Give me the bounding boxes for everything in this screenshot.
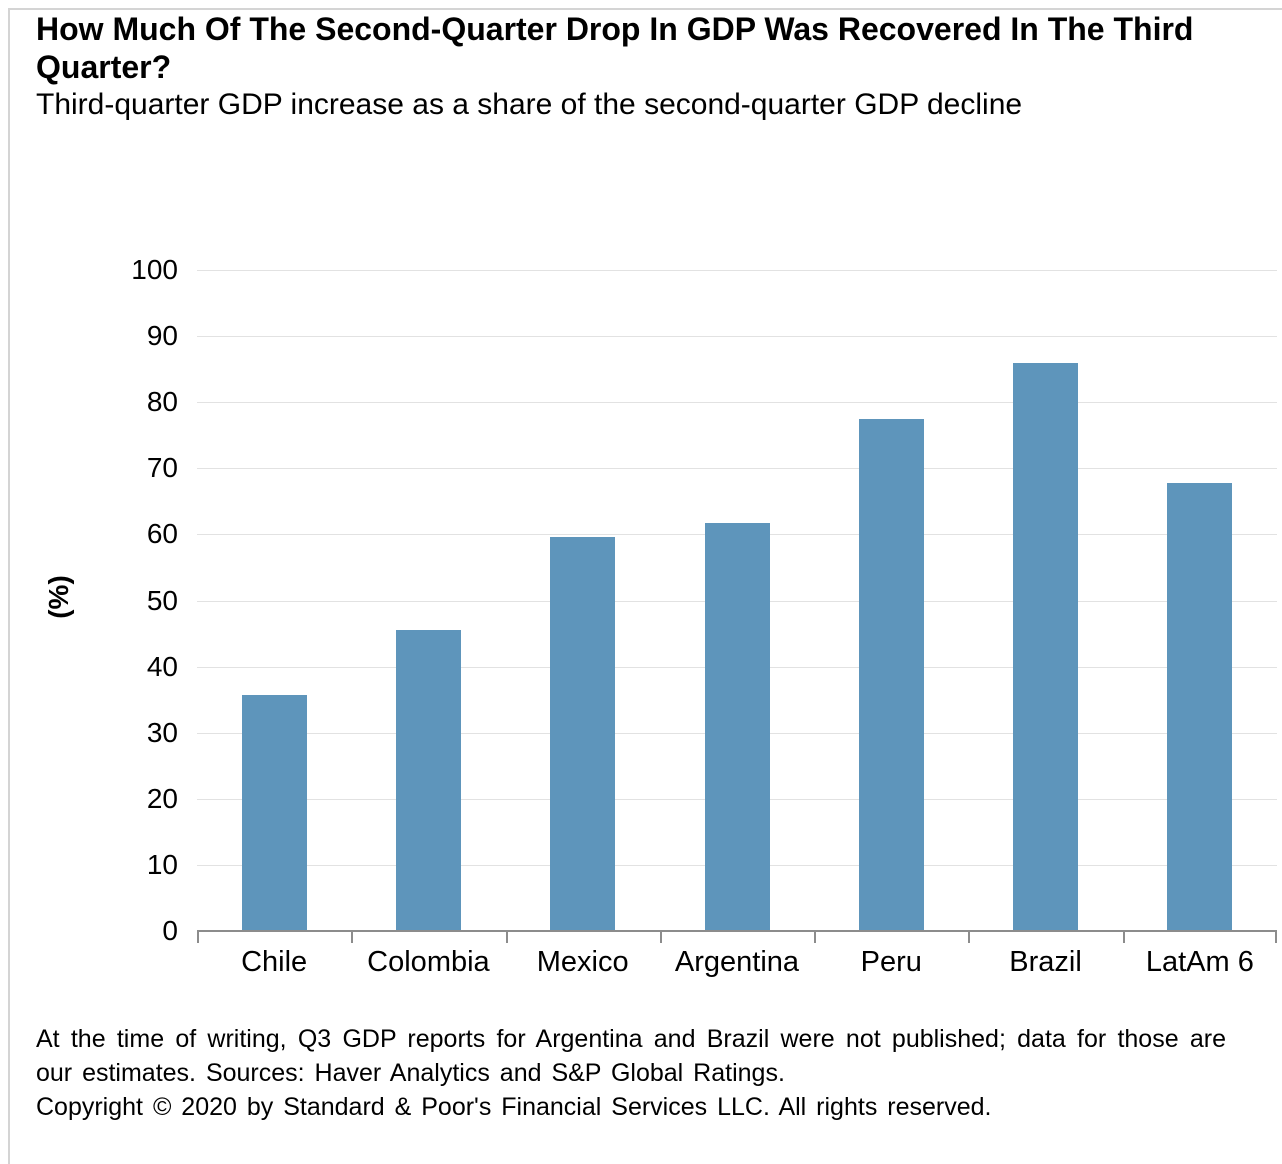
chart-subtitle: Third-quarter GDP increase as a share of…	[36, 88, 1023, 121]
y-tick-label-50: 50	[146, 584, 178, 616]
y-tick-label-0: 0	[162, 915, 178, 946]
bar-brazil	[1013, 362, 1079, 931]
x-category-label-latam-6: LatAm 6	[1145, 946, 1254, 978]
gridline-100	[197, 270, 1277, 271]
bar-latam-6	[1167, 482, 1233, 931]
y-axis-label: (%)	[43, 575, 74, 619]
x-category-label-peru: Peru	[860, 946, 922, 978]
copyright-line: Copyright © 2020 by Standard & Poor's Fi…	[36, 1093, 992, 1121]
y-tick-label-30: 30	[146, 716, 178, 748]
y-tick-label-90: 90	[146, 320, 178, 352]
x-axis-tick	[505, 931, 508, 943]
bar-colombia	[395, 630, 461, 931]
x-category-label-chile: Chile	[241, 946, 308, 978]
chart-header: How Much Of The Second-Quarter Drop In G…	[36, 10, 1218, 124]
y-tick-label-60: 60	[146, 518, 178, 550]
y-tick-label-10: 10	[146, 848, 178, 880]
bar-mexico	[550, 537, 616, 931]
bar-argentina	[704, 522, 770, 931]
x-axis-tick	[968, 931, 971, 943]
x-category-label-mexico: Mexico	[536, 946, 629, 978]
bar-peru	[858, 418, 924, 931]
x-axis-tick	[197, 931, 199, 943]
footnote-sources: At the time of writing, Q3 GDP reports f…	[36, 1025, 1226, 1087]
gridline-90	[197, 336, 1277, 338]
plot-area	[197, 270, 1277, 943]
gridline-70	[197, 468, 1277, 470]
y-tick-label-40: 40	[146, 650, 178, 682]
y-tick-label-70: 70	[146, 452, 178, 484]
gridline-80	[197, 402, 1277, 404]
x-category-label-brazil: Brazil	[1009, 946, 1082, 978]
x-category-label-colombia: Colombia	[367, 946, 490, 978]
y-tick-label-80: 80	[146, 386, 178, 418]
x-axis-tick	[1275, 931, 1277, 943]
chart-footer: At the time of writing, Q3 GDP reports f…	[36, 1022, 1226, 1124]
chart-title: How Much Of The Second-Quarter Drop In G…	[36, 11, 1194, 85]
x-category-label-argentina: Argentina	[674, 946, 800, 978]
x-axis-tick	[351, 931, 354, 943]
frame-border-top	[8, 8, 1282, 10]
x-axis-line	[197, 930, 1277, 932]
x-axis-tick	[1122, 931, 1125, 943]
x-axis-tick	[814, 931, 817, 943]
y-tick-label-100: 100	[131, 254, 178, 285]
bar-chile	[241, 695, 307, 931]
x-axis-tick	[659, 931, 662, 943]
frame-border-left	[8, 8, 10, 1164]
y-tick-label-20: 20	[146, 782, 178, 814]
